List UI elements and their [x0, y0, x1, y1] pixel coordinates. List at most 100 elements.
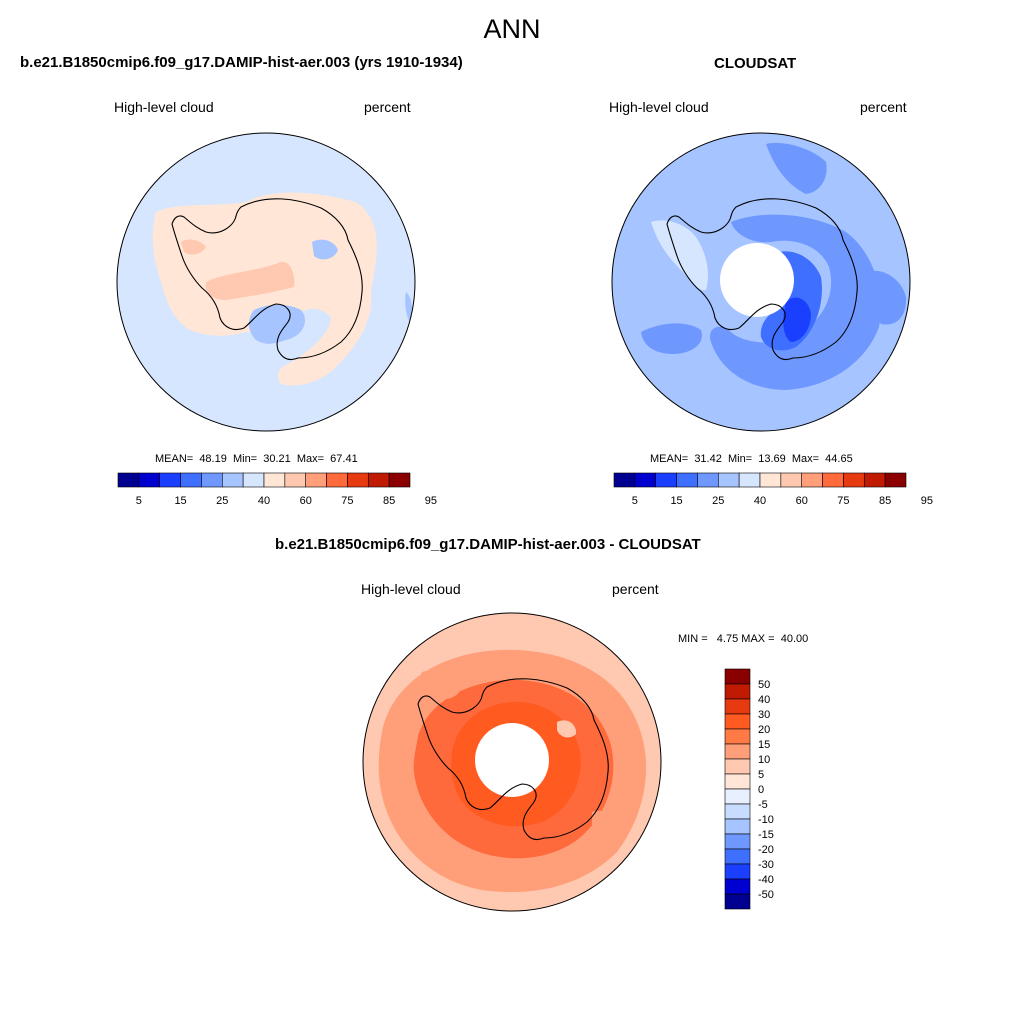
panel-1-colorbar-swatch: [180, 472, 202, 488]
panel-3-title: b.e21.B1850cmip6.f09_g17.DAMIP-hist-aer.…: [275, 536, 701, 553]
panel-1-colorbar: 5 15 25 40 60 75 85 95: [117, 472, 437, 507]
panel-2-light-west: [651, 220, 708, 291]
panel-1-colorbar-swatch: [347, 472, 369, 488]
panel-3-colorbar-tick-label: 20: [758, 724, 770, 736]
panel-3-colorbar-tick-label: 10: [758, 754, 770, 766]
panel-3-colorbar-swatch: [724, 788, 751, 805]
panel-1-blue-edge: [405, 292, 413, 322]
panel-3-colorbar-swatch: [724, 683, 751, 700]
panel-3-colorbar-tick-label: -20: [758, 844, 774, 856]
panel-2-blue-east: [866, 270, 907, 325]
panel-3-colorbar-tick-label: -30: [758, 859, 774, 871]
panel-2-colorbar-swatch: [676, 472, 698, 488]
panel-1-colorbar-swatch: [263, 472, 286, 488]
panel-1-colorbar-tick-label: 75: [341, 495, 353, 507]
panel-1-colorbar-tick-label: 60: [300, 495, 312, 507]
panel-1-blue-ross: [312, 239, 338, 260]
panel-3-colorbar-swatch: [724, 773, 751, 790]
panel-2-colorbar-swatch: [697, 472, 719, 488]
panel-2-colorbar-tick-label: 95: [921, 495, 933, 507]
panel-2-coastline: [666, 198, 858, 361]
panel-1-colorbar-swatch: [201, 472, 223, 488]
panel-1-colorbar-swatch: [284, 472, 307, 488]
panel-2-colorbar-swatch: [884, 472, 907, 488]
panel-2-blue-sw: [641, 323, 702, 354]
panel-2-colorbar-swatch: [843, 472, 865, 488]
panel-3-colorbar-swatch: [724, 818, 751, 835]
panel-1-colorbar-tick-label: 5: [136, 495, 142, 507]
panel-1-variable-label: High-level cloud: [114, 99, 214, 115]
panel-2-colorbar-swatch: [759, 472, 782, 488]
panel-2-colorbar-swatch: [780, 472, 803, 488]
panel-3-coastline: [417, 678, 609, 841]
panel-3-salmon-patch-1: [419, 670, 462, 700]
panel-1-colorbar-swatch: [117, 472, 140, 488]
panel-1-colorbar-tick-label: 15: [174, 495, 186, 507]
panel-3-colorbar-swatch: [724, 878, 751, 895]
panel-3-colorbar-tick-label: -15: [758, 829, 774, 841]
panel-3-colorbar-swatch: [724, 848, 751, 865]
panel-3-variable-label: High-level cloud: [361, 581, 461, 597]
panel-3-map-border: [362, 612, 662, 912]
panel-3-colorbar-tick-label: 40: [758, 694, 770, 706]
panel-1-colorbar-swatch: [388, 472, 411, 488]
panel-3-colorbar-tick-label: 0: [758, 784, 764, 796]
panel-2-colorbar-tick-label: 5: [632, 495, 638, 507]
panel-2-colorbar: 5 15 25 40 60 75 85 95: [613, 472, 933, 507]
figure-title: ANN: [483, 14, 541, 44]
panel-3-colorbar-swatch: [724, 743, 751, 760]
panel-1-blue-weddell: [248, 304, 306, 344]
panel-3-stats: MIN = 4.75 MAX = 40.00: [678, 633, 809, 645]
panel-2-map-border: [611, 132, 911, 432]
panel-2-pole-hole: [720, 243, 794, 317]
panel-2-colorbar-tick-label: 85: [879, 495, 891, 507]
panel-2-colorbar-tick-label: 15: [670, 495, 682, 507]
panel-1-colorbar-tick-label: 95: [425, 495, 437, 507]
panel-3-colorbar-tick-label: 15: [758, 739, 770, 751]
panel-2-title: CLOUDSAT: [714, 55, 797, 72]
panel-3-colorbar-swatch: [724, 893, 751, 910]
panel-1-colorbar-swatch: [138, 472, 161, 488]
panel-3-colorbar-tick-label: -10: [758, 814, 774, 826]
panel-1-colorbar-swatch: [305, 472, 327, 488]
panel-3-colorbar-swatch: [724, 863, 751, 880]
panel-3-colorbar-tick-label: 50: [758, 679, 770, 691]
panel-3-salmon-patch-2: [592, 810, 624, 844]
panel-1-colorbar-swatch: [159, 472, 181, 488]
panel-3-colorbar-tick-label: -50: [758, 889, 774, 901]
panel-1-peach-west: [181, 239, 206, 255]
panel-3-colorbar-swatch: [724, 728, 751, 745]
panel-1-colorbar-swatch: [242, 472, 265, 488]
panel-1-map-border: [116, 132, 416, 432]
panel-2-colorbar-tick-label: 40: [754, 495, 766, 507]
panel-1-peach-tongue: [205, 261, 295, 300]
panel-1-title: b.e21.B1850cmip6.f09_g17.DAMIP-hist-aer.…: [20, 54, 463, 71]
panel-2-variable-label: High-level cloud: [609, 99, 709, 115]
panel-2-deep-blue-core: [783, 297, 811, 342]
panel-2-colorbar-tick-label: 25: [712, 495, 724, 507]
panel-2-colorbar-swatch: [863, 472, 886, 488]
panel-3-colorbar-tick-label: 5: [758, 769, 764, 781]
panel-3-colorbar-swatch: [724, 713, 751, 730]
panel-2-colorbar-swatch: [655, 472, 677, 488]
panel-3-colorbar-swatch: [724, 758, 751, 775]
panel-2-units-label: percent: [860, 99, 907, 115]
panel-2-colorbar-swatch: [822, 472, 844, 488]
panel-3-units-label: percent: [612, 581, 659, 597]
panel-1-stats: MEAN= 48.19 Min= 30.21 Max= 67.41: [155, 453, 358, 465]
panel-3-colorbar-swatch: [724, 698, 751, 715]
panel-2-colorbar-swatch: [738, 472, 761, 488]
panel-3-colorbar-tick-label: -40: [758, 874, 774, 886]
panel-1-colorbar-tick-label: 40: [258, 495, 270, 507]
panel-1-colorbar-swatch: [326, 472, 348, 488]
panel-2-blue-ring: [710, 214, 881, 390]
panel-1-units-label: percent: [364, 99, 411, 115]
panel-3-colorbar-swatch: [724, 668, 751, 685]
panel-1-colorbar-tick-label: 25: [216, 495, 228, 507]
panel-2-colorbar-swatch: [613, 472, 636, 488]
panel-2-stats: MEAN= 31.42 Min= 13.69 Max= 44.65: [650, 453, 853, 465]
panel-2-map: [611, 132, 911, 432]
panel-3-colorbar-swatch: [724, 803, 751, 820]
panel-2-colorbar-tick-label: 60: [796, 495, 808, 507]
